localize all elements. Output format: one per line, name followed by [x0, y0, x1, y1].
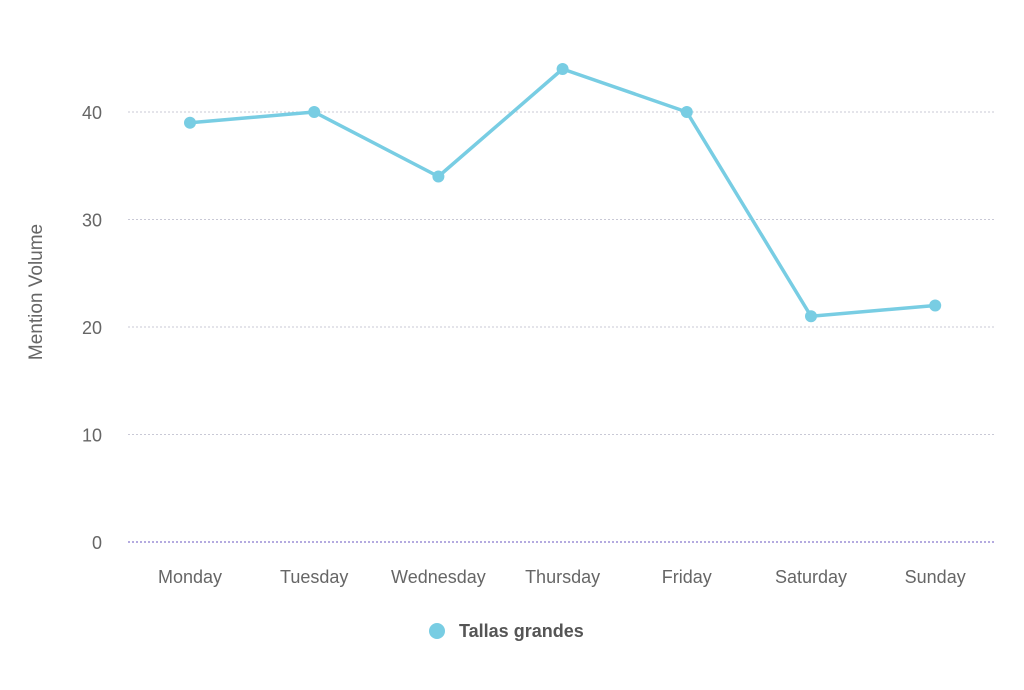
- y-axis-title: Mention Volume: [26, 224, 47, 360]
- y-axis-ticks: 0 10 20 30 40: [82, 103, 102, 553]
- x-axis-ticks: Monday Tuesday Wednesday Thursday Friday Satu…: [158, 567, 966, 587]
- legend-label-tallas-grandes: Tallas grandes: [459, 621, 584, 641]
- legend[interactable]: Tallas grandes: [429, 621, 584, 641]
- x-tick-label-friday: Friday: [662, 567, 712, 587]
- x-tick-label-saturday: Saturday: [775, 567, 847, 587]
- y-tick-label-40: 40: [82, 103, 102, 123]
- y-tick-label-0: 0: [92, 533, 102, 553]
- data-point-tuesday[interactable]: [308, 106, 321, 118]
- data-point-saturday[interactable]: [805, 310, 817, 323]
- x-tick-label-wednesday: Wednesday: [391, 567, 486, 587]
- data-point-sunday[interactable]: [929, 299, 942, 312]
- x-tick-label-monday: Monday: [158, 567, 222, 587]
- y-tick-label-10: 10: [82, 426, 102, 446]
- data-point-wednesday[interactable]: [432, 170, 445, 183]
- data-point-friday[interactable]: [680, 106, 693, 118]
- data-point-monday[interactable]: [184, 116, 196, 129]
- y-tick-label-30: 30: [82, 211, 102, 231]
- x-tick-label-tuesday: Tuesday: [280, 567, 348, 587]
- y-tick-label-20: 20: [82, 318, 102, 338]
- x-tick-label-thursday: Thursday: [525, 567, 600, 587]
- data-point-thursday[interactable]: [556, 63, 569, 75]
- series-layer: [184, 63, 942, 323]
- series-line-0: [188, 67, 937, 318]
- x-tick-label-sunday: Sunday: [905, 567, 966, 587]
- grid-lines: [128, 111, 996, 543]
- legend-swatch-tallas-grandes: [429, 623, 445, 639]
